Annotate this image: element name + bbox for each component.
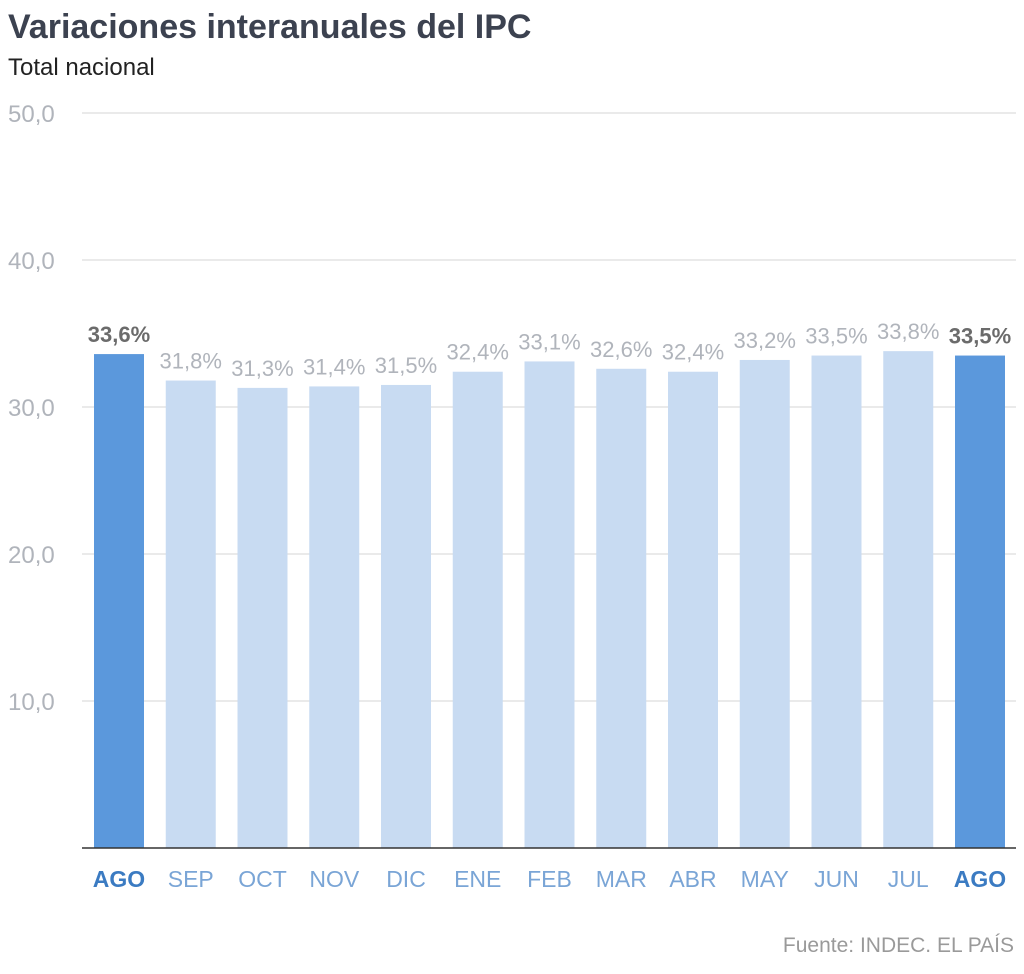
- bar: [739, 359, 790, 848]
- source-note: Fuente: INDEC. EL PAÍS: [782, 934, 1014, 957]
- bar: [955, 355, 1005, 848]
- bar-value-label: 33,2%: [734, 328, 796, 353]
- bar-value-label: 31,8%: [160, 349, 222, 374]
- bar: [524, 361, 575, 848]
- x-tick-label: OCT: [238, 866, 287, 892]
- bar: [452, 371, 503, 848]
- x-tick-label: ENE: [454, 866, 501, 892]
- bar: [668, 371, 718, 848]
- x-tick-label: AGO: [93, 866, 145, 892]
- bar: [309, 386, 360, 848]
- x-tick-label: MAY: [741, 866, 789, 892]
- x-tick-label: JUN: [814, 866, 859, 892]
- x-tick-label: MAR: [596, 866, 647, 892]
- bar-value-label: 33,1%: [518, 329, 580, 354]
- y-tick-label: 30,0: [8, 395, 55, 422]
- bar-value-label: 32,4%: [662, 340, 724, 365]
- bar-value-label: 33,6%: [88, 322, 150, 347]
- y-tick-label: 40,0: [8, 248, 55, 275]
- bar-value-label: 32,6%: [590, 337, 652, 362]
- bar-value-label: 33,8%: [877, 319, 939, 344]
- x-tick-label: SEP: [168, 866, 214, 892]
- bar-value-label: 32,4%: [447, 340, 509, 365]
- bar-value-label: 31,3%: [231, 356, 293, 381]
- x-tick-label: JUL: [888, 866, 929, 892]
- bar: [596, 368, 647, 848]
- x-tick-label: NOV: [309, 866, 360, 892]
- y-tick-label: 20,0: [8, 542, 55, 569]
- bar: [811, 355, 862, 848]
- bar-value-label: 33,5%: [805, 324, 867, 349]
- y-tick-label: 50,0: [8, 101, 55, 128]
- bar: [94, 354, 144, 848]
- x-tick-label: FEB: [527, 866, 572, 892]
- bar: [381, 384, 431, 848]
- chart-subtitle: Total nacional: [8, 54, 155, 81]
- bar-value-label: 31,4%: [303, 354, 365, 379]
- bar-value-label: 31,5%: [375, 353, 437, 378]
- x-tick-label: DIC: [386, 866, 426, 892]
- bar: [165, 380, 216, 848]
- y-tick-label: 10,0: [8, 689, 55, 716]
- bar: [883, 351, 934, 848]
- x-tick-label: AGO: [954, 866, 1006, 892]
- chart-title: Variaciones interanuales del IPC: [8, 8, 532, 46]
- x-tick-label: ABR: [669, 866, 716, 892]
- bar-value-label: 33,5%: [949, 324, 1011, 349]
- bar: [237, 387, 288, 848]
